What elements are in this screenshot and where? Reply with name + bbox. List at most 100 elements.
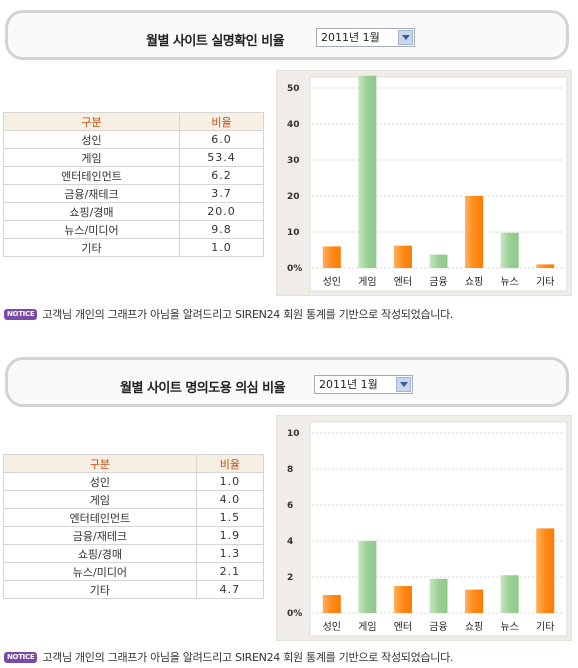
- ratio-cell: 6.2: [178, 166, 265, 185]
- notice-text: 고객님 개인의 그래프가 아님을 알려드리고 SIREN24 회원 통계를 기반…: [42, 308, 454, 321]
- bar-chart-frame: 0% 2 4 6 8 10 성인 게임 엔터 금융 쇼핑 뉴스 기타: [276, 415, 572, 641]
- section-header: 월별 사이트 명의도용 의심 비율 2011년 1월: [5, 357, 569, 407]
- section-title: 월별 사이트 명의도용 의심 비율: [120, 381, 286, 396]
- column-header-ratio: 비율: [178, 112, 265, 131]
- category-cell: 엔터테인먼트: [3, 166, 180, 185]
- column-header-category: 구분: [3, 112, 180, 131]
- bar-3: [393, 586, 412, 613]
- bar-6: [500, 575, 519, 613]
- table-row: 뉴스/미디어 2.1: [3, 562, 265, 581]
- category-cell: 기타: [3, 580, 197, 599]
- category-cell: 쇼핑/경매: [3, 202, 180, 221]
- section-header: 월별 사이트 실명확인 비율 2011년 1월: [5, 10, 569, 60]
- table-row: 엔터테인먼트 6.2: [3, 166, 265, 185]
- table-row: 금융/재테크 1.9: [3, 526, 265, 545]
- y-tick-label: 50: [287, 84, 300, 94]
- category-cell: 금융/재테크: [3, 526, 197, 545]
- y-tick-label: 8: [287, 465, 293, 475]
- table-row: 게임 4.0: [3, 490, 265, 509]
- ratio-cell: 1.9: [195, 526, 265, 545]
- period-select-value: 2011년 1월: [321, 31, 380, 44]
- table-row: 게임 53.4: [3, 148, 265, 167]
- bar-4: [429, 578, 448, 613]
- bar-chart-frame: 0% 10 20 30 40 50 성인 게임 엔터 금융 쇼핑 뉴스 기타: [276, 70, 572, 296]
- ratio-cell: 6.0: [178, 130, 265, 149]
- table-row: 성인 6.0: [3, 130, 265, 149]
- bar-7: [536, 528, 555, 613]
- bar-1: [322, 595, 341, 613]
- ratio-cell: 1.5: [195, 508, 265, 527]
- table-row: 엔터테인먼트 1.5: [3, 508, 265, 527]
- notice-badge: NOTICE: [4, 308, 38, 320]
- x-tick-label: 성인: [323, 276, 341, 288]
- category-cell: 기타: [3, 238, 180, 257]
- chevron-down-icon[interactable]: [398, 30, 413, 45]
- category-cell: 뉴스/미디어: [3, 220, 180, 239]
- notice-badge: NOTICE: [4, 651, 38, 663]
- ratio-cell: 1.0: [195, 472, 265, 491]
- x-tick-label: 뉴스: [500, 621, 518, 633]
- y-tick-label: 2: [287, 573, 293, 583]
- chevron-down-icon[interactable]: [396, 377, 411, 392]
- x-tick-label: 기타: [536, 621, 554, 633]
- stats-table: 구분 비율 성인 1.0 게임 4.0 엔터테인먼트 1.5 금융/재테크 1.9 쇼핑…: [3, 454, 265, 599]
- y-tick-label: 30: [287, 156, 300, 166]
- bar-7: [536, 264, 555, 268]
- table-row: 기타 1.0: [3, 238, 265, 257]
- table-row: 쇼핑/경매 1.3: [3, 544, 265, 563]
- category-cell: 쇼핑/경매: [3, 544, 197, 563]
- table-row: 쇼핑/경매 20.0: [3, 202, 265, 221]
- ratio-cell: 1.3: [195, 544, 265, 563]
- bar-3: [393, 245, 412, 268]
- period-select[interactable]: 2011년 1월: [316, 28, 415, 47]
- table-row: 성인 1.0: [3, 472, 265, 491]
- y-tick-label: 40: [287, 120, 300, 130]
- table-header-row: 구분 비율: [3, 454, 265, 473]
- bar-2: [358, 75, 377, 268]
- table-header-row: 구분 비율: [3, 112, 265, 131]
- period-select[interactable]: 2011년 1월: [314, 375, 413, 394]
- category-cell: 뉴스/미디어: [3, 562, 197, 581]
- x-tick-label: 게임: [358, 620, 376, 633]
- ratio-cell: 20.0: [178, 202, 265, 221]
- x-tick-label: 엔터: [394, 621, 412, 633]
- period-select-value: 2011년 1월: [319, 378, 378, 391]
- category-cell: 게임: [3, 148, 180, 167]
- identity-theft-bar-chart: 0% 2 4 6 8 10 성인 게임 엔터 금융 쇼핑 뉴스 기타: [287, 421, 568, 637]
- ratio-cell: 4.0: [195, 490, 265, 509]
- y-tick-label: 6: [287, 501, 293, 511]
- table-row: 금융/재테크 3.7: [3, 184, 265, 203]
- category-cell: 성인: [3, 130, 180, 149]
- bar-2: [358, 541, 377, 613]
- category-cell: 성인: [3, 472, 197, 491]
- x-tick-label: 금융: [429, 621, 447, 633]
- y-tick-label: 10: [287, 228, 300, 238]
- x-tick-label: 게임: [358, 275, 376, 288]
- x-tick-label: 엔터: [394, 276, 412, 288]
- column-header-ratio: 비율: [195, 454, 265, 473]
- bar-5: [465, 589, 484, 613]
- real-name-bar-chart: 0% 10 20 30 40 50 성인 게임 엔터 금융 쇼핑 뉴스 기타: [287, 75, 568, 292]
- table-row: 기타 4.7: [3, 580, 265, 599]
- ratio-cell: 53.4: [178, 148, 265, 167]
- ratio-cell: 2.1: [195, 562, 265, 581]
- x-tick-label: 기타: [536, 276, 554, 288]
- x-tick-label: 성인: [323, 621, 341, 633]
- table-row: 뉴스/미디어 9.8: [3, 220, 265, 239]
- bar-6: [500, 232, 519, 268]
- bar-5: [465, 196, 484, 268]
- x-tick-label: 뉴스: [500, 276, 518, 288]
- y-tick-label: 0%: [287, 609, 302, 619]
- ratio-cell: 4.7: [195, 580, 265, 599]
- column-header-category: 구분: [3, 454, 197, 473]
- ratio-cell: 1.0: [178, 238, 265, 257]
- notice-line: NOTICE 고객님 개인의 그래프가 아님을 알려드리고 SIREN24 회원…: [4, 649, 453, 665]
- category-cell: 게임: [3, 490, 197, 509]
- x-tick-label: 금융: [429, 276, 447, 288]
- bar-4: [429, 254, 448, 268]
- x-tick-label: 쇼핑: [465, 276, 483, 288]
- y-tick-label: 10: [287, 429, 300, 439]
- bar-1: [322, 246, 341, 268]
- ratio-cell: 3.7: [178, 184, 265, 203]
- ratio-cell: 9.8: [178, 220, 265, 239]
